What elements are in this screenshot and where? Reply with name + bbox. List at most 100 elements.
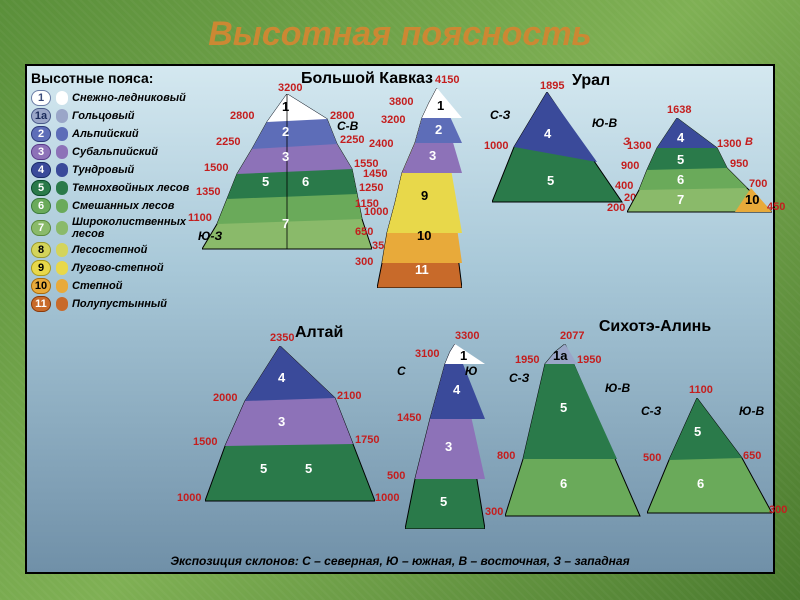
zone-color-pill	[56, 243, 68, 257]
zone-badge: 4	[31, 162, 51, 178]
legend-item: 1 Снежно-ледниковый	[31, 90, 193, 106]
h: 2250	[340, 134, 364, 146]
h: 2250	[216, 136, 240, 148]
h: 1638	[667, 104, 691, 116]
h: 2000	[213, 392, 237, 404]
zn: 6	[677, 172, 684, 187]
h: 800	[497, 450, 515, 462]
footer-caption: Экспозиция склонов: С – северная, Ю – юж…	[27, 554, 773, 568]
h: 3800	[389, 96, 413, 108]
h: 650	[743, 450, 761, 462]
dir: С-З	[490, 108, 510, 122]
h: 4150	[435, 74, 459, 86]
zn: 2	[282, 124, 289, 139]
h: 950	[730, 158, 748, 170]
zone-label: Темнохвойных лесов	[72, 182, 189, 194]
h: 2800	[230, 110, 254, 122]
h: 1950	[577, 354, 601, 366]
mountain-ural-2: 1638 З В 1300 900 400 200 1300 950 700 4…	[627, 106, 787, 226]
zone-color-pill	[56, 221, 68, 235]
h: 700	[749, 178, 767, 190]
zone-color-pill	[56, 181, 68, 195]
mt-title: Урал	[572, 72, 610, 90]
legend-item: 3 Субальпийский	[31, 144, 193, 160]
h: 1750	[355, 434, 379, 446]
page-title: Высотная поясность	[0, 0, 800, 64]
dir: Ю-В	[605, 381, 630, 395]
zn: 4	[544, 126, 551, 141]
h: 3200	[381, 114, 405, 126]
zn: 5	[440, 494, 447, 509]
h: 300	[355, 256, 373, 268]
zone-label: Субальпийский	[72, 146, 158, 158]
zone-badge: 3	[31, 144, 51, 160]
zone-label: Гольцовый	[72, 110, 134, 122]
zn: 6	[697, 476, 704, 491]
h: 1300	[717, 138, 741, 150]
mt-title: Алтай	[295, 324, 343, 342]
zone-label: Тундровый	[72, 164, 134, 176]
legend-item: 2 Альпийский	[31, 126, 193, 142]
dir: В	[745, 136, 753, 148]
h: 1500	[193, 436, 217, 448]
legend-item: 8Лесостепной	[31, 242, 193, 258]
zone-badge: 2	[31, 126, 51, 142]
zn: 5	[694, 424, 701, 439]
zone-badge: 11	[31, 296, 51, 312]
h: 2400	[369, 138, 393, 150]
h: 1500	[204, 162, 228, 174]
zn: 3	[429, 148, 436, 163]
zone-label: Полупустынный	[72, 298, 167, 310]
h: 1950	[515, 354, 539, 366]
zn: 5	[260, 461, 267, 476]
zone-color-pill	[56, 127, 68, 141]
zone-badge: 7	[31, 220, 51, 236]
zn: 5	[560, 400, 567, 415]
zone-label: Широколиственных лесов	[72, 216, 193, 240]
legend-item: 9Лугово-степной	[31, 260, 193, 276]
zone-label: Альпийский	[72, 128, 139, 140]
h: 1450	[397, 412, 421, 424]
zn: 10	[417, 228, 431, 243]
zone-badge: 1	[31, 90, 51, 106]
legend-item: 6Смешанных лесов	[31, 198, 193, 214]
zone-color-pill	[56, 279, 68, 293]
dir: С-З	[509, 371, 529, 385]
legend-item: 7 Широколиственных лесов	[31, 216, 193, 240]
dir: С	[397, 364, 406, 378]
zone-badge: 10	[31, 278, 51, 294]
mountain-sikhote-2: 1100 500 650 300 С-З Ю-В 5 6	[647, 386, 777, 526]
zn: 4	[677, 130, 684, 145]
mountain-altai-2: 3300 3100 1450 500 С Ю 1 4 3 5	[405, 334, 495, 534]
diagram-panel: Высотные пояса: 1Снежно-ледниковый1аГоль…	[25, 64, 775, 574]
legend-item: 1аГольцовый	[31, 108, 193, 124]
zn: 3	[282, 149, 289, 164]
h: 1000	[177, 492, 201, 504]
legend-item: 5Темнохвойных лесов	[31, 180, 193, 196]
h: 400	[615, 180, 633, 192]
h: 1150	[355, 198, 379, 210]
h: 1000	[375, 492, 399, 504]
h: 3200	[278, 82, 302, 94]
zone-label: Степной	[72, 280, 123, 292]
h: 300	[769, 504, 787, 516]
h: 1000	[484, 140, 508, 152]
zn: 7	[677, 192, 684, 207]
dir: С-З	[641, 404, 661, 418]
zone-label: Снежно-ледниковый	[72, 92, 186, 104]
mountain-altai-1: Алтай 2350 2000 1500 1000 2100 1750 1000…	[205, 336, 375, 516]
zn: 5	[547, 173, 554, 188]
zn: 7	[282, 216, 289, 231]
zone-color-pill	[56, 297, 68, 311]
zone-label: Лесостепной	[72, 244, 147, 256]
zn: 1а	[553, 348, 567, 363]
legend-item: 4 Тундровый	[31, 162, 193, 178]
zone-color-pill	[56, 261, 68, 275]
dir: Ю-В	[739, 404, 764, 418]
h: 450	[767, 201, 785, 213]
h: 1100	[188, 212, 212, 224]
h: 200	[607, 202, 625, 214]
legend-title: Высотные пояса:	[31, 70, 193, 86]
h: 500	[643, 452, 661, 464]
zn: 3	[445, 439, 452, 454]
